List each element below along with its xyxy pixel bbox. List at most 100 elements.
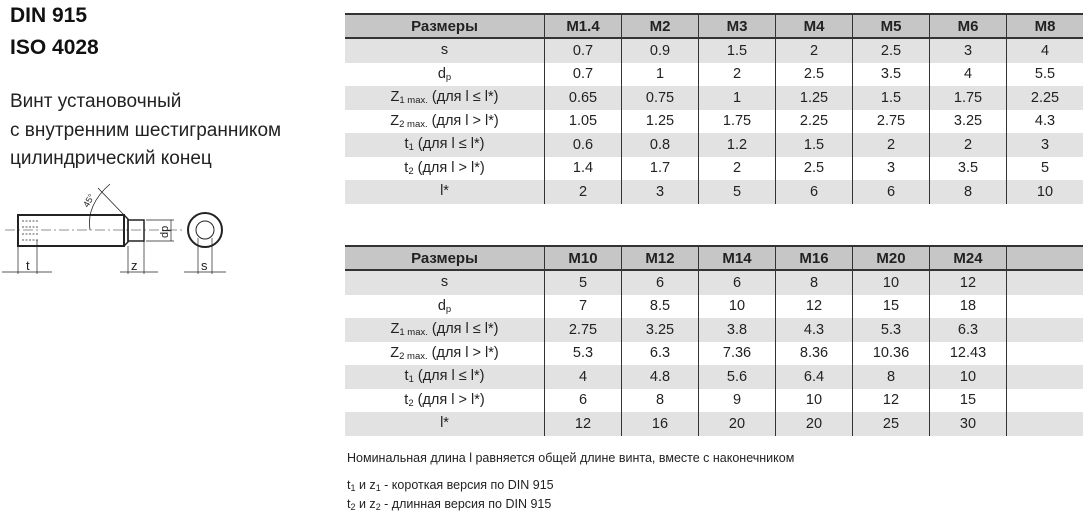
screw-technical-drawing: t z s dp 45°	[2, 183, 226, 274]
table-cell: 1	[698, 86, 776, 110]
row-label: Z2 max. (для l > l*)	[390, 112, 499, 130]
table-cell: 3	[621, 180, 699, 204]
table-row: dp 7 8.5 10 12 15 18	[345, 294, 1083, 318]
table-cell: 1.4	[544, 156, 622, 180]
table-cell: 12.43	[929, 341, 1007, 365]
dimension-label-t: t	[26, 258, 30, 273]
column-header: M16	[775, 245, 853, 271]
row-label: s	[345, 270, 545, 295]
table-cell: 2.75	[852, 109, 930, 133]
table-cell: 0.7	[544, 38, 622, 63]
table-cell: 4	[544, 365, 622, 389]
row-label: t1 (для l ≤ l*)	[345, 133, 545, 157]
table-cell: 1.25	[775, 86, 853, 110]
table-header-row: Размеры M1.4 M2 M3 M4 M5 M6 M8	[345, 13, 1083, 39]
table-cell: 6	[698, 270, 776, 295]
table-cell: 15	[929, 388, 1007, 412]
row-label: s	[345, 38, 545, 63]
table-cell: 0.65	[544, 86, 622, 110]
table-cell: 12	[775, 294, 853, 318]
column-header: M4	[775, 13, 853, 39]
table-cell: 25	[852, 412, 930, 436]
table-cell: 5	[544, 270, 622, 295]
header-label: Размеры	[345, 13, 545, 39]
table-cell: 4	[929, 62, 1007, 86]
table-cell: 1.7	[621, 156, 699, 180]
table-cell: 6.3	[929, 318, 1007, 342]
dimensions-table-small: Размеры M1.4 M2 M3 M4 M5 M6 M8 s 0.7 0.9 1.5 2 2.5 3 4 d…	[345, 13, 1083, 204]
table-cell	[1006, 341, 1083, 365]
row-label: l*	[345, 180, 545, 204]
table-row: t1 (для l ≤ l*) 0.6 0.8 1.2 1.5 2 2 3	[345, 133, 1083, 157]
table-cell: 2.25	[1006, 86, 1083, 110]
table-cell: 1.5	[698, 38, 776, 63]
table-cell: 2.25	[775, 109, 853, 133]
table-cell: 3	[1006, 133, 1083, 157]
column-header	[1006, 245, 1083, 271]
table-cell: 10.36	[852, 341, 930, 365]
description-line: цилиндрический конец	[10, 148, 212, 169]
table-cell: 5.3	[544, 341, 622, 365]
dimension-label-dp: dp	[159, 226, 171, 238]
column-header: M14	[698, 245, 776, 271]
column-header: M10	[544, 245, 622, 271]
column-header: M3	[698, 13, 776, 39]
table-cell: 1.05	[544, 109, 622, 133]
dimensions-table-large: Размеры M10 M12 M14 M16 M20 M24 s 5 6 6 8 10 12 dp 7 8.5…	[345, 245, 1083, 436]
column-header: M12	[621, 245, 699, 271]
table-row: l* 2 3 5 6 6 8 10	[345, 180, 1083, 204]
column-header: M1.4	[544, 13, 622, 39]
table-cell	[1006, 412, 1083, 436]
table-cell: 0.9	[621, 38, 699, 63]
table-cell: 0.6	[544, 133, 622, 157]
table-header-row: Размеры M10 M12 M14 M16 M20 M24	[345, 245, 1083, 271]
table-cell	[1006, 294, 1083, 318]
header-label: Размеры	[345, 245, 545, 271]
table-cell: 20	[698, 412, 776, 436]
standard-din: DIN 915	[10, 4, 88, 27]
dimension-label-z: z	[131, 258, 138, 273]
table-cell: 6.4	[775, 365, 853, 389]
description-line: Винт установочный	[10, 91, 182, 112]
table-row: Z1 max. (для l ≤ l*) 2.75 3.25 3.8 4.3 5.3 6.3	[345, 318, 1083, 342]
table-row: s 0.7 0.9 1.5 2 2.5 3 4	[345, 38, 1083, 63]
table-cell: 0.75	[621, 86, 699, 110]
table-row: t1 (для l ≤ l*) 4 4.8 5.6 6.4 8 10	[345, 365, 1083, 389]
row-label: Z2 max. (для l > l*)	[390, 344, 499, 362]
table-cell: 4.3	[775, 318, 853, 342]
table-cell: 3	[929, 38, 1007, 63]
table-cell	[1006, 365, 1083, 389]
table-cell: 1	[621, 62, 699, 86]
table-cell: 1.5	[775, 133, 853, 157]
row-label: Z1 max. (для l ≤ l*)	[345, 86, 545, 110]
table-row: dp 0.7 1 2 2.5 3.5 4 5.5	[345, 62, 1083, 86]
table-cell: 0.7	[544, 62, 622, 86]
table-row: l* 12 16 20 20 25 30	[345, 412, 1083, 436]
note-short-version: t1 и z1 - короткая версия по DIN 915	[347, 478, 554, 493]
table-cell: 1.5	[852, 86, 930, 110]
table-cell: 30	[929, 412, 1007, 436]
table-cell: 3.5	[929, 156, 1007, 180]
column-header: M5	[852, 13, 930, 39]
column-header: M24	[929, 245, 1007, 271]
row-label: l*	[345, 412, 545, 436]
table-cell: 4	[1006, 38, 1083, 63]
table-cell: 4.8	[621, 365, 699, 389]
table-cell: 8	[775, 270, 853, 295]
table-cell	[1006, 388, 1083, 412]
column-header: M20	[852, 245, 930, 271]
dimension-label-s: s	[201, 258, 208, 273]
table-cell: 2	[698, 156, 776, 180]
table-cell: 2.5	[775, 62, 853, 86]
row-label: t2 (для l > l*)	[404, 391, 485, 409]
table-cell: 5.5	[1006, 62, 1083, 86]
table-cell: 5.3	[852, 318, 930, 342]
table-row: Z1 max. (для l ≤ l*) 0.65 0.75 1 1.25 1.5 1.75…	[345, 86, 1083, 110]
table-cell: 10	[698, 294, 776, 318]
angle-label: 45°	[81, 192, 97, 209]
table-cell: 15	[852, 294, 930, 318]
table-cell: 9	[698, 388, 776, 412]
table-cell: 16	[621, 412, 699, 436]
table-cell: 3.8	[698, 318, 776, 342]
table-cell: 6	[544, 388, 622, 412]
